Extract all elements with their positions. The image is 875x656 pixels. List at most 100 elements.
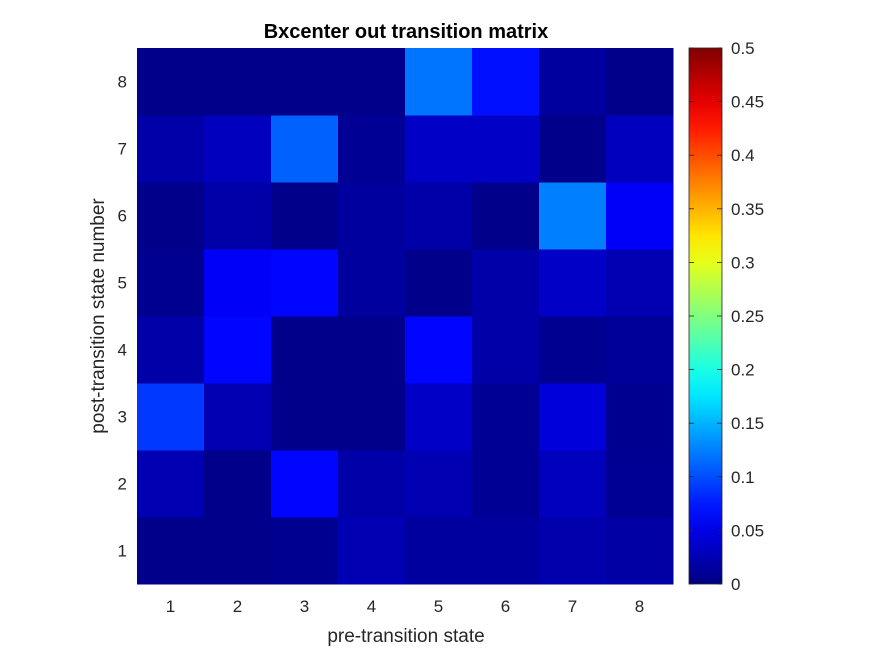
heatmap-cell	[137, 115, 205, 183]
heatmap-cell	[271, 249, 339, 317]
heatmap-cell	[338, 450, 406, 518]
heatmap-cell	[271, 48, 339, 116]
heatmap-cell	[271, 383, 339, 451]
y-tick-label: 6	[118, 207, 127, 226]
heatmap-cell	[539, 249, 607, 317]
y-axis-label: post-transition state number	[88, 198, 109, 434]
x-tick-label: 6	[501, 597, 510, 616]
y-tick-labels: 1 2 3 4 5 6 7 8	[118, 73, 127, 561]
heatmap-cell	[472, 249, 540, 317]
heatmap-cell	[472, 450, 540, 518]
colorbar-tick-label: 0.35	[731, 200, 764, 219]
heatmap-cell	[472, 383, 540, 451]
heatmap-cell	[405, 115, 473, 183]
heatmap-cell	[204, 249, 272, 317]
heatmap-cell	[204, 182, 272, 250]
heatmap-cell	[472, 182, 540, 250]
heatmap-cell	[271, 450, 339, 518]
heatmap-cell	[338, 115, 406, 183]
x-tick-label: 3	[300, 597, 309, 616]
heatmap-cell	[137, 182, 205, 250]
y-tick-label: 7	[118, 140, 127, 159]
heatmap-cell	[137, 450, 205, 518]
heatmap-cell	[338, 316, 406, 384]
heatmap-cell	[338, 383, 406, 451]
x-tick-label: 7	[568, 597, 577, 616]
heatmap-cell	[606, 450, 674, 518]
heatmap-cell	[338, 517, 406, 585]
x-tick-label: 5	[434, 597, 443, 616]
colorbar-tick-label: 0.05	[731, 521, 764, 540]
colorbar-tick-label: 0.3	[731, 253, 755, 272]
y-tick-label: 1	[118, 542, 127, 561]
heatmap-cell	[606, 48, 674, 116]
y-tick-label: 2	[118, 475, 127, 494]
heatmap-cell	[338, 182, 406, 250]
colorbar: 0 0.05 0.1 0.15 0.2 0.25 0.3 0.35 0.4 0.45 0.5	[688, 39, 764, 594]
heatmap-cell	[204, 48, 272, 116]
heatmap-cell	[137, 383, 205, 451]
x-axis-label: pre-transition state	[327, 626, 484, 647]
heatmap-cell	[271, 182, 339, 250]
heatmap-cell	[204, 517, 272, 585]
colorbar-tick-label: 0.1	[731, 468, 755, 487]
x-tick-label: 1	[166, 597, 175, 616]
colorbar-tick-label: 0.45	[731, 93, 764, 112]
heatmap-cell	[606, 517, 674, 585]
heatmap-cell	[137, 517, 205, 585]
heatmap-cell	[606, 316, 674, 384]
heatmap-cell	[606, 182, 674, 250]
colorbar-gradient	[688, 47, 723, 585]
heatmap-cell	[405, 517, 473, 585]
heatmap-cell	[204, 115, 272, 183]
x-tick-label: 4	[367, 597, 376, 616]
heatmap-cell	[539, 450, 607, 518]
heatmap-cell	[271, 115, 339, 183]
heatmap-cell	[472, 48, 540, 116]
heatmap-cell	[539, 48, 607, 116]
heatmap-cell	[271, 517, 339, 585]
heatmap-cell	[472, 517, 540, 585]
heatmap-cell	[137, 48, 205, 116]
heatmap-cell	[204, 316, 272, 384]
heatmap-cell	[606, 115, 674, 183]
heatmap-cell	[539, 517, 607, 585]
x-tick-label: 8	[635, 597, 644, 616]
heatmap-cell	[539, 182, 607, 250]
colorbar-tick-label: 0.4	[731, 146, 755, 165]
heatmap-cells	[137, 48, 674, 585]
heatmap-cell	[204, 450, 272, 518]
colorbar-tick-labels: 0 0.05 0.1 0.15 0.2 0.25 0.3 0.35 0.4 0.45 0.5	[689, 39, 764, 594]
colorbar-tick-label: 0.2	[731, 361, 755, 380]
heatmap-cell	[539, 383, 607, 451]
heatmap-cell	[405, 249, 473, 317]
y-tick-label: 5	[118, 274, 127, 293]
chart-title: Bxcenter out transition matrix	[264, 21, 549, 43]
heatmap-cell	[405, 48, 473, 116]
heatmap-cell	[606, 249, 674, 317]
heatmap-cell	[204, 383, 272, 451]
colorbar-tick-label: 0.5	[731, 39, 755, 58]
heatmap-cell	[405, 450, 473, 518]
y-tick-label: 8	[118, 73, 127, 92]
heatmap-cell	[338, 48, 406, 116]
y-tick-label: 4	[118, 341, 127, 360]
heatmap-cell	[539, 316, 607, 384]
heatmap-cell	[271, 316, 339, 384]
heatmap-cell	[606, 383, 674, 451]
heatmap-cell	[137, 316, 205, 384]
heatmap-cell	[405, 316, 473, 384]
heatmap-cell	[472, 316, 540, 384]
heatmap-cell	[539, 115, 607, 183]
heatmap-cell	[338, 249, 406, 317]
heatmap-cell	[405, 182, 473, 250]
colorbar-tick-label: 0	[731, 575, 740, 594]
heatmap-cell	[405, 383, 473, 451]
x-tick-label: 2	[233, 597, 242, 616]
y-tick-label: 3	[118, 408, 127, 427]
x-tick-labels: 1 2 3 4 5 6 7 8	[166, 597, 644, 616]
colorbar-tick-label: 0.25	[731, 307, 764, 326]
colorbar-tick-label: 0.15	[731, 414, 764, 433]
heatmap-cell	[137, 249, 205, 317]
